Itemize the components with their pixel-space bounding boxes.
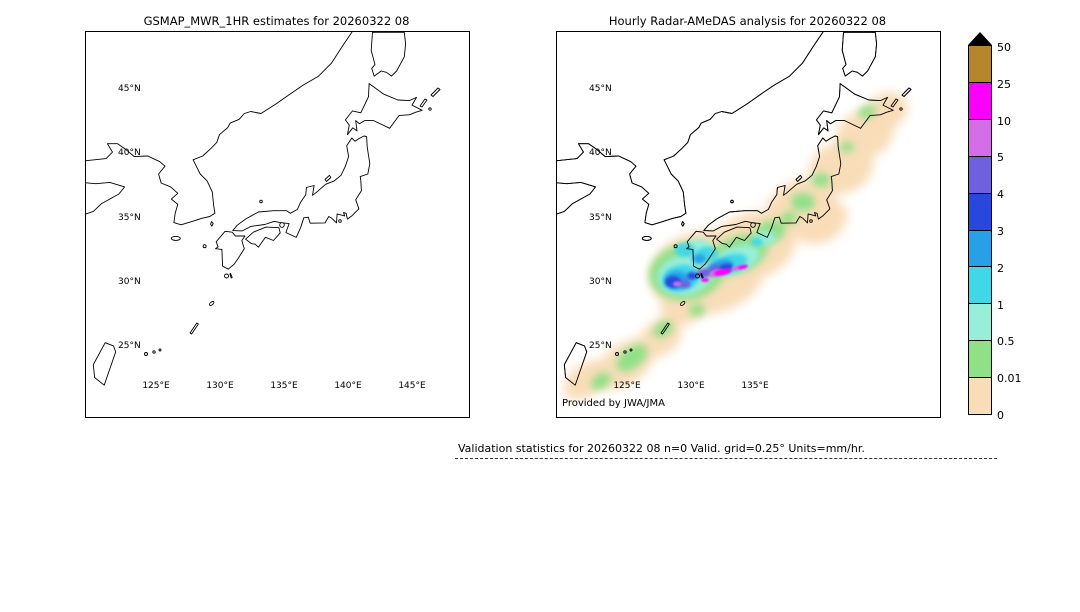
colorbar-segment: [969, 82, 991, 120]
lon-label: 135°E: [270, 381, 298, 391]
precip-magenta-band: [701, 264, 748, 282]
colorbar-tick-label: 0.01: [997, 372, 1022, 385]
gsmap-map-panel: 45°N 40°N 35°N 30°N 25°N 125°E 130°E 135…: [85, 31, 470, 418]
colorbar-segment: [969, 230, 991, 268]
colorbar-tick-label: 1: [997, 299, 1004, 312]
separator-dashed-line: [455, 458, 997, 459]
lon-label: 135°E: [741, 381, 769, 391]
colorbar: [968, 45, 992, 415]
colorbar-tick-label: 3: [997, 225, 1004, 238]
lat-label: 30°N: [118, 277, 141, 287]
colorbar-tick-label: 25: [997, 78, 1011, 91]
colorbar-tick-label: 0.5: [997, 335, 1015, 348]
validation-caption: Validation statistics for 20260322 08 n=…: [458, 442, 865, 455]
colorbar-tick-label: 0: [997, 409, 1004, 422]
colorbar-segment: [969, 267, 991, 305]
lat-label: 30°N: [589, 277, 612, 287]
lat-label: 40°N: [118, 148, 141, 158]
colorbar-segment: [969, 378, 991, 415]
colorbar-segment: [969, 46, 991, 83]
data-provider-credit: Provided by JWA/JMA: [562, 398, 665, 409]
japan-coastline-map-right: [557, 32, 940, 417]
colorbar-segment: [969, 341, 991, 379]
lon-label: 140°E: [334, 381, 362, 391]
colorbar-segment: [969, 156, 991, 194]
lon-label: 125°E: [142, 381, 170, 391]
colorbar-segment: [969, 304, 991, 342]
lat-label: 40°N: [589, 148, 612, 158]
lat-label: 45°N: [118, 84, 141, 94]
lon-label: 125°E: [613, 381, 641, 391]
lat-label: 25°N: [118, 341, 141, 351]
lon-label: 130°E: [677, 381, 705, 391]
colorbar-tick-label: 50: [997, 41, 1011, 54]
colorbar-tick-label: 2: [997, 262, 1004, 275]
lon-label: 145°E: [398, 381, 426, 391]
colorbar-overflow-triangle: [968, 32, 992, 45]
lat-label: 25°N: [589, 341, 612, 351]
lat-label: 35°N: [589, 213, 612, 223]
precip-purple-band: [679, 265, 720, 288]
lon-label: 130°E: [206, 381, 234, 391]
colorbar-tick-label: 10: [997, 115, 1011, 128]
left-panel-title: GSMAP_MWR_1HR estimates for 20260322 08: [143, 14, 410, 28]
japan-coastline-map-left: [86, 32, 469, 417]
colorbar-tick-label: 5: [997, 151, 1004, 164]
precipitation-overlay: [563, 92, 908, 400]
lat-label: 45°N: [589, 84, 612, 94]
lat-label: 35°N: [118, 213, 141, 223]
colorbar-segment: [969, 193, 991, 231]
right-panel-title: Hourly Radar-AMeDAS analysis for 2026032…: [608, 14, 887, 28]
radar-map-panel: 45°N 40°N 35°N 30°N 25°N 125°E 130°E 135…: [556, 31, 941, 418]
colorbar-tick-label: 4: [997, 188, 1004, 201]
colorbar-segment: [969, 119, 991, 157]
